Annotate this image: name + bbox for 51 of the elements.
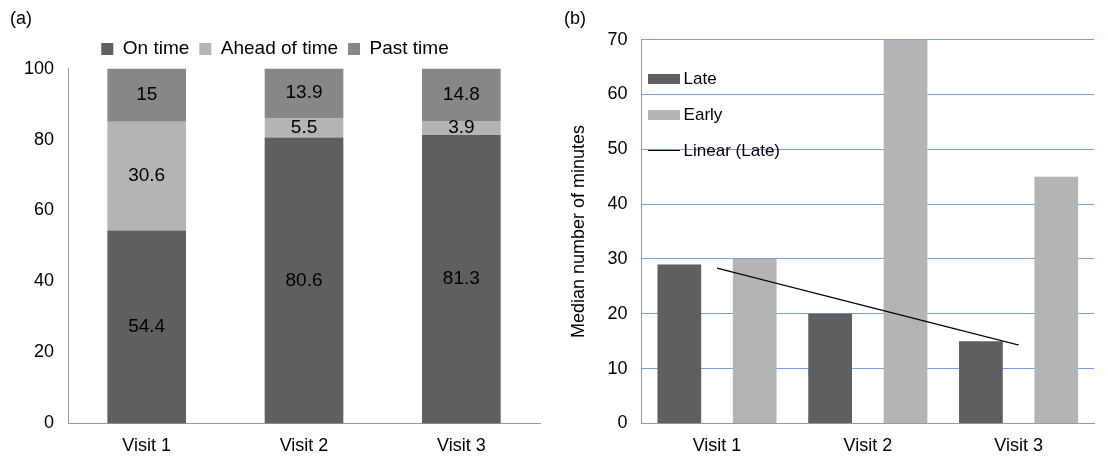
bar [107,68,187,122]
bar [264,137,344,424]
data-label: 5.5 [290,115,318,137]
data-label: 15 [136,83,158,105]
legend-label: Ahead of time [220,37,339,59]
chart-title: (b) [564,7,586,28]
x-tick-label: Visit 3 [436,435,486,456]
bar [959,341,1003,423]
y-tick-label: 0 [44,412,55,433]
bar [107,121,187,231]
bar [264,68,344,118]
legend-label: Early [683,104,723,125]
legend-label: Linear (Late) [683,140,780,161]
bar [732,258,777,423]
bar [808,313,852,423]
bar [883,39,928,423]
y-tick-label: 10 [607,357,628,378]
data-label: 14.8 [442,83,480,105]
y-tick-label: 70 [607,28,628,49]
y-tick-label: 80 [34,128,55,149]
y-tick-label: 0 [617,412,628,433]
bar [657,264,702,423]
x-tick-label: Visit 3 [994,435,1043,456]
data-label: 81.3 [442,267,480,289]
bar [107,230,187,424]
data-label: 80.6 [285,268,323,290]
y-tick-label: 40 [34,270,55,291]
x-tick-label: Visit 1 [122,435,172,456]
legend-label: Past time [369,37,449,59]
x-tick-label: Visit 2 [279,435,329,456]
data-label: 3.9 [448,116,475,138]
legend-label: On time [122,37,190,59]
y-tick-label: 60 [34,199,55,220]
y-tick-label: 100 [23,57,55,78]
data-label: 13.9 [285,81,323,103]
y-axis-title: Median number of minutes [567,124,588,339]
legend-label: Late [683,68,717,89]
y-tick-label: 20 [34,341,55,362]
y-tick-label: 20 [607,302,628,323]
y-tick-label: 50 [607,138,628,159]
bar [1034,176,1079,423]
data-label: 30.6 [128,164,166,186]
bar [422,134,501,424]
y-tick-label: 40 [607,193,628,214]
chart-title: (a) [10,7,32,28]
y-tick-label: 30 [607,247,628,268]
x-tick-label: Visit 1 [692,435,742,456]
data-label: 54.4 [128,315,166,337]
bar [422,68,501,122]
x-tick-label: Visit 2 [843,435,893,456]
y-tick-label: 60 [607,83,628,104]
